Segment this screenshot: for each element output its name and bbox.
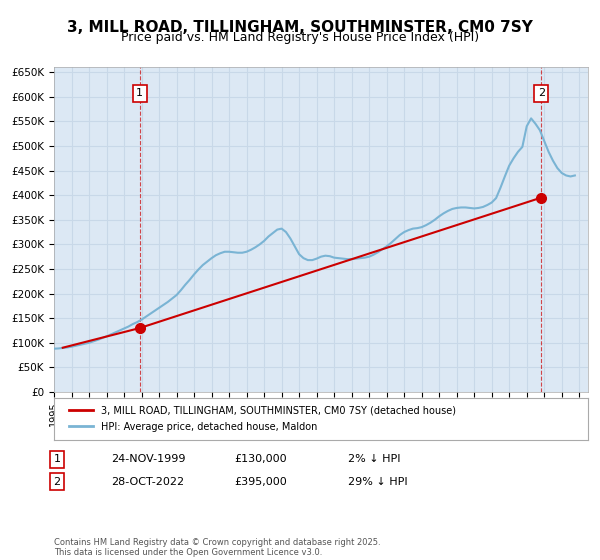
Text: 28-OCT-2022: 28-OCT-2022 [111,477,184,487]
Text: 1: 1 [136,88,143,98]
Text: Price paid vs. HM Land Registry's House Price Index (HPI): Price paid vs. HM Land Registry's House … [121,31,479,44]
Text: 1: 1 [53,454,61,464]
Text: 24-NOV-1999: 24-NOV-1999 [111,454,185,464]
Text: Contains HM Land Registry data © Crown copyright and database right 2025.
This d: Contains HM Land Registry data © Crown c… [54,538,380,557]
Legend: 3, MILL ROAD, TILLINGHAM, SOUTHMINSTER, CM0 7SY (detached house), HPI: Average p: 3, MILL ROAD, TILLINGHAM, SOUTHMINSTER, … [64,401,461,436]
Text: 29% ↓ HPI: 29% ↓ HPI [348,477,407,487]
Text: 2% ↓ HPI: 2% ↓ HPI [348,454,401,464]
Text: 2: 2 [53,477,61,487]
Text: 2: 2 [538,88,545,98]
Text: 3, MILL ROAD, TILLINGHAM, SOUTHMINSTER, CM0 7SY: 3, MILL ROAD, TILLINGHAM, SOUTHMINSTER, … [67,20,533,35]
Text: £395,000: £395,000 [234,477,287,487]
Text: £130,000: £130,000 [234,454,287,464]
